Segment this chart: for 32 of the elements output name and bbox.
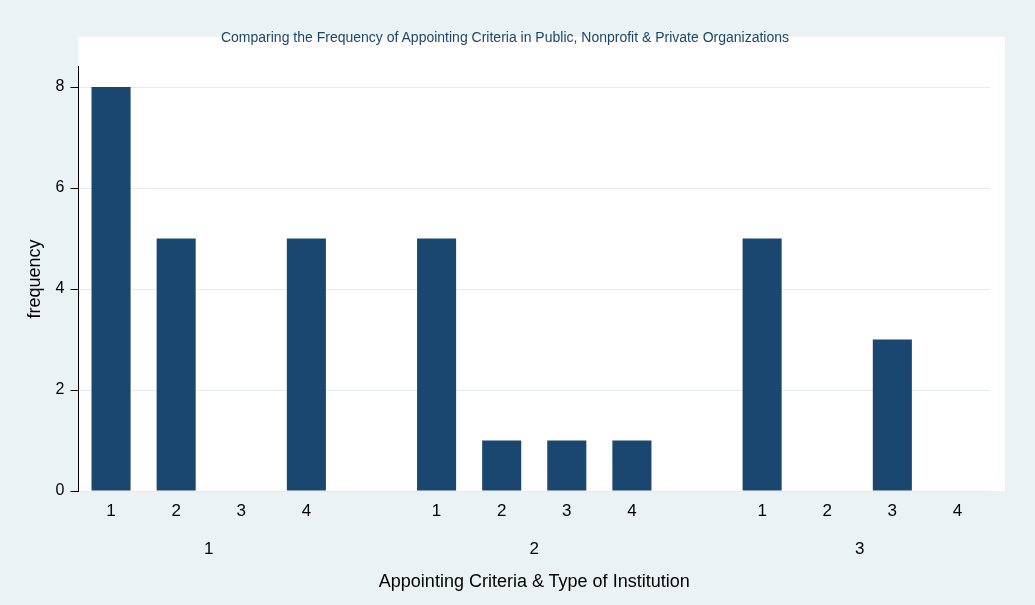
y-tick-label: 0	[55, 481, 65, 499]
bar	[547, 440, 587, 491]
x-tick-label: 1	[431, 500, 442, 520]
bar	[156, 238, 196, 491]
y-axis-title: frequency	[23, 239, 44, 319]
text: 3	[855, 538, 865, 558]
x-tick-label: 3	[887, 500, 898, 520]
text: 2	[529, 538, 539, 558]
y-tick-label: 2	[55, 380, 65, 398]
x-tick-label: 3	[562, 500, 572, 520]
bar	[417, 238, 457, 491]
bar	[91, 87, 131, 491]
chart-title: Comparing the Frequency of Appointing Criteria in Public, Nonprofit & Private Organizations	[220, 29, 790, 46]
x-tick-label: 1	[106, 500, 116, 520]
x-tick-label: 2	[496, 500, 507, 520]
y-tick-label: 4	[55, 279, 65, 297]
bar	[286, 238, 326, 491]
x-tick-label: 3	[236, 500, 246, 520]
x-tick-label: 4	[627, 500, 637, 520]
y-tick-label: 8	[55, 77, 65, 95]
bar	[482, 440, 522, 491]
x-axis-title: Appointing Criteria & Type of Institution	[378, 571, 690, 592]
bar	[742, 238, 782, 491]
y-tick-label: 6	[55, 178, 65, 196]
text: 1	[203, 538, 214, 558]
bar	[612, 440, 652, 491]
bar	[872, 339, 912, 491]
x-tick-label: 4	[301, 500, 312, 520]
x-tick-label: 2	[171, 500, 181, 520]
x-tick-label: 4	[952, 500, 963, 520]
x-tick-label: 2	[822, 500, 832, 520]
x-tick-label: 1	[757, 500, 767, 520]
